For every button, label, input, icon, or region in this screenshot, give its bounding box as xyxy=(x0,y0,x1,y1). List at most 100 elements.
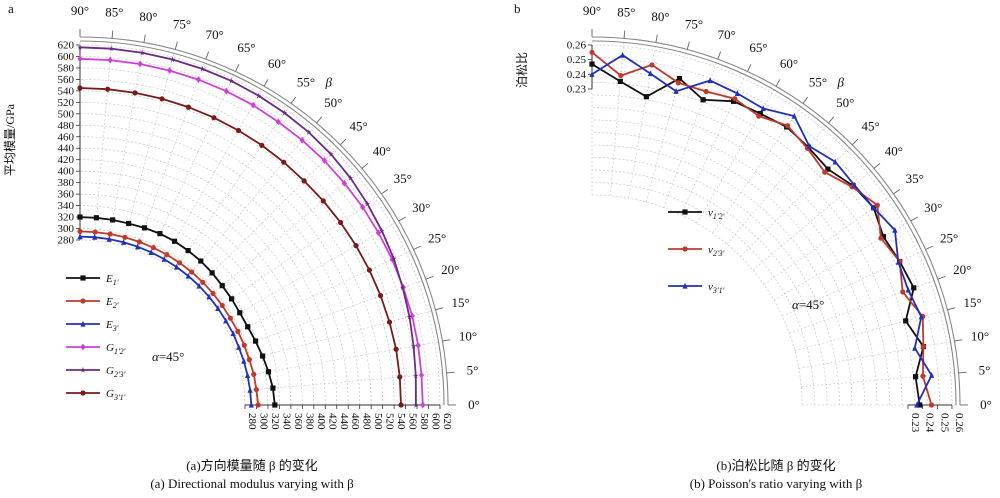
angle-tick-label: 55° xyxy=(809,74,827,89)
data-point xyxy=(618,72,624,79)
grid-spoke xyxy=(229,250,411,336)
data-point xyxy=(196,282,202,289)
polar-grid xyxy=(591,41,956,406)
angle-tick xyxy=(381,188,389,195)
y-tick-label: 0.24 xyxy=(567,69,587,81)
data-point xyxy=(206,293,212,300)
y-axis-title: 泊松比 xyxy=(515,52,529,88)
data-point xyxy=(185,272,191,279)
angle-tick xyxy=(851,138,859,146)
data-point xyxy=(822,169,828,175)
data-point xyxy=(929,372,935,378)
data-point xyxy=(236,343,242,350)
y-tick-label: 500 xyxy=(58,108,75,120)
angle-tick-label: 55° xyxy=(297,74,315,89)
data-point xyxy=(832,158,838,165)
data-point xyxy=(230,330,236,337)
data-point xyxy=(397,374,403,380)
x-tick-label: 480 xyxy=(361,413,373,430)
data-point xyxy=(364,200,370,207)
angle-tick xyxy=(174,41,178,50)
legend-marker xyxy=(80,275,86,281)
data-point xyxy=(126,220,132,227)
x-tick-label: 0.25 xyxy=(938,413,950,433)
grid-spoke xyxy=(798,341,951,369)
data-point xyxy=(299,136,305,144)
angle-tick xyxy=(235,64,240,72)
data-point xyxy=(174,263,180,270)
data-point xyxy=(235,328,241,334)
legend-marker xyxy=(80,390,86,396)
data-point xyxy=(93,215,99,221)
data-point xyxy=(229,296,235,302)
series-line xyxy=(79,87,402,406)
data-point xyxy=(255,402,261,408)
data-point xyxy=(731,98,737,104)
angle-tick-label: 70° xyxy=(206,27,224,42)
data-point xyxy=(159,96,165,102)
caption-en: (a) Directional modulus varying with β xyxy=(150,476,354,491)
angle-tick-label: 5° xyxy=(979,363,991,378)
angle-tick-label: 60° xyxy=(780,56,798,71)
grid-arc xyxy=(591,194,803,406)
x-tick-label: 440 xyxy=(338,413,350,430)
data-point xyxy=(911,285,917,291)
data-point xyxy=(107,231,113,237)
caption-cn: (b)泊松比随 β 的变化 xyxy=(716,458,835,473)
data-point xyxy=(139,49,145,56)
data-point xyxy=(136,239,142,245)
legend-marker xyxy=(80,366,86,373)
x-tick-label: 520 xyxy=(384,413,396,430)
angle-tick xyxy=(802,96,809,104)
y-tick-label: 0.26 xyxy=(567,40,587,52)
y-tick-label: 460 xyxy=(58,131,75,143)
angle-tick xyxy=(143,34,146,43)
angle-tick xyxy=(446,371,455,374)
data-point xyxy=(756,113,762,119)
panel-label: a xyxy=(8,1,14,16)
data-point xyxy=(878,235,884,241)
data-point xyxy=(247,386,253,393)
data-point xyxy=(760,105,766,112)
angle-tick-label: 20° xyxy=(953,262,971,277)
data-point xyxy=(77,228,83,234)
data-point xyxy=(675,80,681,86)
angle-tick-label: 25° xyxy=(428,230,446,245)
grid-spoke xyxy=(763,195,891,285)
data-point xyxy=(643,94,649,100)
data-point xyxy=(903,318,909,324)
series-G2'3' xyxy=(77,44,419,408)
data-point xyxy=(198,258,204,264)
data-point xyxy=(377,293,384,299)
y-tick-label: 600 xyxy=(58,51,75,63)
angle-tick-label: 65° xyxy=(749,40,767,55)
angle-tick xyxy=(316,116,323,124)
angle-tick-label: 5° xyxy=(467,363,479,378)
data-point xyxy=(259,142,265,148)
data-point xyxy=(248,401,254,408)
data-point xyxy=(880,234,887,240)
angle-tick-label: 80° xyxy=(139,9,157,24)
angle-tick xyxy=(205,51,210,60)
y-tick-label: 280 xyxy=(58,235,75,247)
data-point xyxy=(589,71,595,77)
angle-tick-label: 15° xyxy=(963,295,981,310)
legend-marker xyxy=(80,343,86,351)
data-point xyxy=(703,88,709,95)
angle-tick-label: 10° xyxy=(459,329,477,344)
legend: ν1'2' ν2'3' ν3'1' xyxy=(668,207,725,295)
data-point xyxy=(649,62,655,68)
legend-label: ν1'2' xyxy=(708,207,725,221)
y-tick-label: 560 xyxy=(58,74,75,86)
data-point xyxy=(255,92,262,99)
data-point xyxy=(920,373,926,379)
data-point xyxy=(379,227,385,234)
data-point xyxy=(914,401,920,408)
data-point xyxy=(391,255,397,262)
angle-tick-label: 0° xyxy=(468,397,480,412)
data-point xyxy=(227,315,233,321)
legend-label: E1' xyxy=(105,273,119,287)
x-tick-label: 300 xyxy=(257,413,269,430)
x-tick-label: 540 xyxy=(395,413,407,430)
data-point xyxy=(306,129,312,135)
